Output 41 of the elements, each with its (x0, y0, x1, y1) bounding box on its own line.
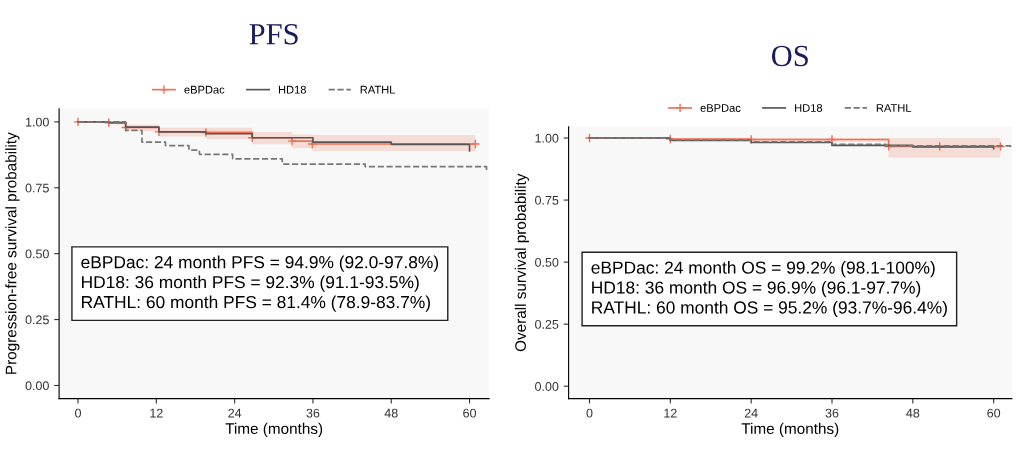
y-tick-label: 0.00 (535, 382, 559, 391)
annotation: HD18: 36 month OS = 96.9% (96.1-97.7%) (592, 280, 921, 298)
point (470, 139, 481, 149)
legend-label: eBPDac (184, 85, 225, 94)
y-axis-title: Overall survival probability (514, 173, 529, 352)
x-tick-label: 12 (664, 408, 677, 418)
x-tick-label: 12 (150, 408, 163, 418)
x-tick-label: 60 (463, 408, 477, 418)
y-tick-label: 0.50 (535, 257, 559, 267)
chart-title: OS (771, 45, 808, 67)
legend-label: HD18 (795, 104, 823, 112)
y-tick-label: 0.50 (25, 249, 49, 259)
x-axis-title: Time (months) (225, 422, 323, 438)
x-tick-label: 60 (987, 408, 1001, 418)
annotation: eBPDac: 24 month PFS = 94.9% (92.0-97.8%) (81, 255, 439, 272)
y-tick-label: 0.00 (25, 381, 49, 391)
y-tick-label: 1.00 (26, 117, 49, 127)
x-tick-label: 36 (306, 408, 320, 418)
legend-label: eBPDac (700, 104, 741, 112)
x-tick-label: 48 (384, 408, 398, 418)
legend-label: RATHL (360, 85, 396, 94)
x-axis-title: Time (months) (741, 422, 839, 438)
y-tick-label: 0.75 (535, 195, 559, 205)
x-tick-label: 24 (744, 408, 758, 418)
y-tick-label: 0.25 (535, 319, 559, 329)
x-tick-label: 36 (825, 408, 839, 418)
chart-title: PFS (249, 24, 298, 45)
y-tick-label: 0.25 (25, 315, 49, 325)
x-tick-label: 0 (75, 408, 82, 418)
x-tick-label: 48 (906, 408, 920, 418)
annotation: eBPDac: 24 month OS = 99.2% (98.1-100%) (591, 261, 935, 278)
y-axis-title: Progression-free survival probability (5, 132, 20, 374)
annotation: RATHL: 60 month PFS = 81.4% (78.9-83.7%) (82, 295, 430, 312)
annotation: RATHL: 60 month OS = 95.2% (93.7%-96.4%) (592, 300, 947, 318)
x-tick-label: 0 (586, 408, 593, 418)
legend-label: HD18 (278, 85, 306, 94)
x-tick-label: 24 (228, 408, 242, 418)
y-tick-label: 0.75 (25, 183, 49, 193)
y-tick-label: 1.00 (535, 133, 559, 143)
annotation: HD18: 36 month PFS = 92.3% (91.1-93.5%) (82, 275, 419, 292)
legend-label: RATHL (876, 104, 912, 112)
